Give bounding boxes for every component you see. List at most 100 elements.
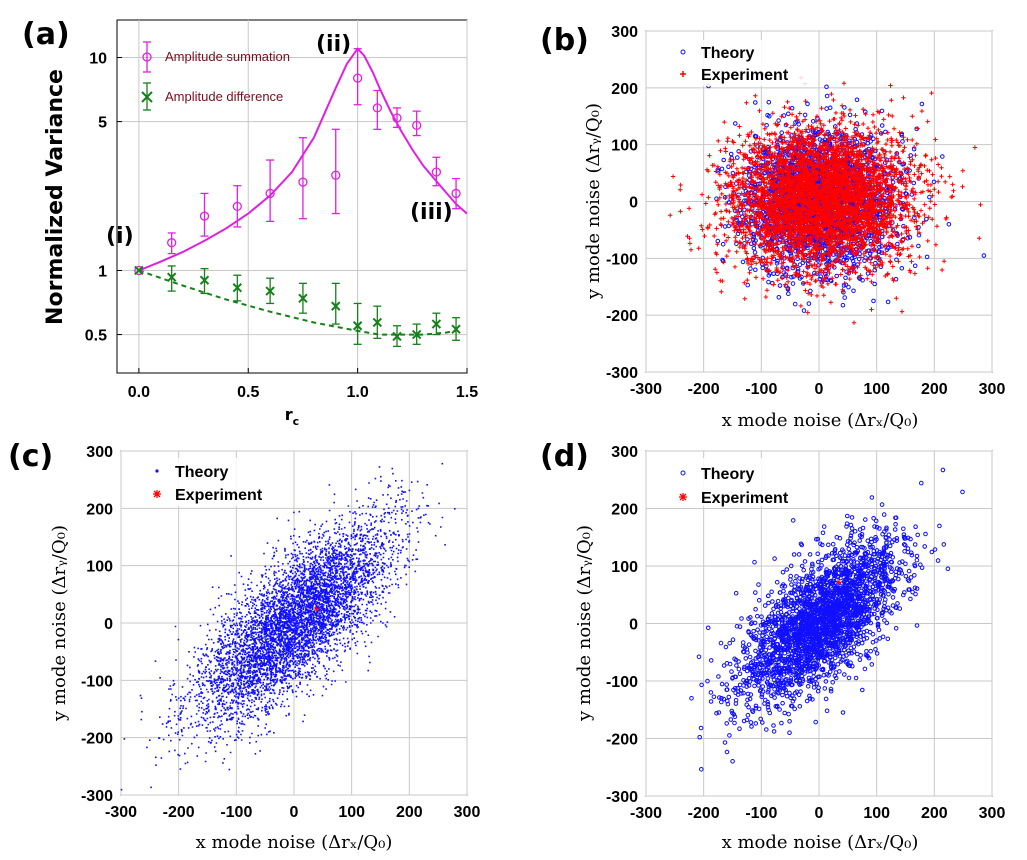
data-point-difference (451, 324, 461, 334)
data-point-difference (331, 301, 341, 311)
ticks-b: -300-300 -200 -200 -100 -100 0 0 100 100 200 200 30… (606, 24, 1005, 398)
legend-c: Theory Experiment (125, 458, 285, 506)
data-point-difference (411, 329, 422, 340)
tick-label-x: -100 (220, 804, 252, 821)
scatter-series-experiment (668, 75, 983, 325)
tick-label-y: 0 (629, 617, 638, 634)
data-point-difference (232, 282, 243, 293)
tick-label-y: 100 (611, 559, 638, 576)
marks-a (134, 47, 468, 348)
data-point-difference (134, 265, 144, 276)
legend-label-theory-b: Theory (701, 45, 754, 62)
ticks-a: 0.0 0.5 1.0 1.5 0.5 1 5 10 (85, 51, 478, 401)
data-point-summation (412, 120, 422, 131)
tick-label-y: -200 (606, 732, 638, 749)
tick-label-x: -200 (163, 804, 195, 821)
legend-a: Amplitude summation Amplitude difference (141, 41, 290, 111)
ticks-c: -300-300 -200 -200 -100 -100 0 0 100 100 200 200 30… (81, 444, 480, 821)
annotation-i: (i) (106, 224, 134, 249)
tick-label-y: 300 (611, 444, 638, 461)
data-point-summation (265, 188, 275, 199)
panel-label-b: (b) (540, 23, 589, 58)
tick-label-y: -300 (606, 789, 638, 806)
tick-label-y: -300 (81, 788, 113, 805)
tick-label-y: -100 (81, 673, 113, 690)
data-point-difference (372, 317, 383, 328)
tick-label-y: -200 (606, 308, 638, 325)
tick-label-x: 300 (454, 804, 481, 821)
tick-label-y: 100 (86, 559, 113, 576)
legend-label-experiment-c: Experiment (175, 487, 263, 504)
y-axis-label-c: y mode noise (Δrᵧ/Q₀) (49, 525, 70, 722)
annotation-ii: (ii) (316, 32, 351, 57)
tick-label-x: -300 (105, 804, 137, 821)
axes-frame-a (116, 19, 468, 374)
tick-label-y: -200 (81, 731, 113, 748)
tick-label-x: 300 (979, 381, 1006, 398)
legend-b: Theory Experiment (650, 40, 810, 86)
tick-label-x: 100 (863, 805, 890, 822)
tick-label-y: -100 (606, 674, 638, 691)
tick-label-y: 300 (611, 24, 638, 41)
panel-label-c: (c) (8, 439, 53, 474)
tick-label-y: 5 (98, 115, 107, 132)
data-point-summation (451, 188, 461, 199)
data-point-difference (199, 275, 210, 285)
legend-label-theory-d: Theory (701, 466, 754, 483)
legend-swatch-experiment-b (680, 71, 686, 77)
panel-a: (a) 0.0 0.5 1.0 1.5 0.5 1 5 10 rc Normalized Va… (22, 17, 478, 428)
tick-label-y: 100 (611, 138, 638, 155)
legend-swatch-theory-d (680, 470, 686, 476)
legend-label-experiment-b: Experiment (701, 67, 789, 84)
annotation-iii: (iii) (410, 200, 453, 225)
marks-d (689, 1, 965, 772)
tick-label-x: 200 (396, 804, 423, 821)
tick-label-x: 100 (338, 804, 365, 821)
data-point-difference (265, 286, 275, 296)
data-point-summation (167, 238, 177, 248)
panel-b: (b) -300-300 -200 -200 -100 -100 0 0 100 100 200 2… (540, 23, 1005, 431)
data-point-summation (352, 73, 363, 83)
data-point-summation (199, 211, 210, 221)
tick-label-x: -200 (688, 381, 720, 398)
panel-d: (d) -300-300-200-200-100-100001001002002… (540, 1, 1005, 853)
tick-label-x: 1.5 (456, 384, 478, 401)
data-point-difference (166, 272, 177, 282)
x-axis-label-b: x mode noise (Δrₓ/Q₀) (722, 410, 919, 431)
legend-swatch-difference-marker (141, 91, 153, 103)
panel-label-a: (a) (22, 17, 70, 52)
tick-label-x: 300 (979, 805, 1006, 822)
data-point-summation (392, 113, 402, 123)
data-point-difference (298, 293, 308, 304)
tick-label-y: 1 (98, 263, 107, 280)
tick-label-y: 300 (86, 444, 113, 461)
tick-label-x: -300 (630, 805, 662, 822)
tick-label-y: 0 (104, 616, 113, 633)
x-axis-label-d: x mode noise (Δrₓ/Q₀) (722, 832, 919, 853)
scatter-series-theory (689, 467, 965, 772)
tick-label-x: 200 (921, 805, 948, 822)
data-point-difference (392, 331, 402, 342)
legend-swatch-experiment-d (679, 493, 687, 501)
marks-c (120, 1, 456, 791)
tick-label-y: 200 (86, 501, 113, 518)
data-point-summation (372, 103, 382, 113)
tick-label-x: -100 (745, 381, 777, 398)
x-axis-label-c: x mode noise (Δrₓ/Q₀) (196, 832, 393, 853)
tick-label-x: 0 (290, 804, 299, 821)
legend-swatch-theory-b (680, 49, 686, 55)
tick-label-y: -300 (606, 365, 638, 382)
legend-swatch-summation-marker (142, 52, 152, 62)
legend-label-summation: Amplitude summation (165, 49, 290, 64)
ticks-d: -300-300 -200 -200 -100 -100 0 0 100 100 200 200 30… (606, 444, 1005, 822)
y-axis-label-a: Normalized Variance (43, 69, 68, 325)
panel-label-d: (d) (540, 439, 589, 474)
data-point-difference (431, 319, 442, 329)
tick-label-x: -100 (745, 805, 777, 822)
tick-label-x: 0.0 (128, 384, 150, 401)
tick-label-x: 0 (815, 805, 824, 822)
legend-box-b (650, 40, 810, 86)
legend-box-d (650, 458, 810, 506)
legend-label-difference: Amplitude difference (165, 89, 283, 104)
